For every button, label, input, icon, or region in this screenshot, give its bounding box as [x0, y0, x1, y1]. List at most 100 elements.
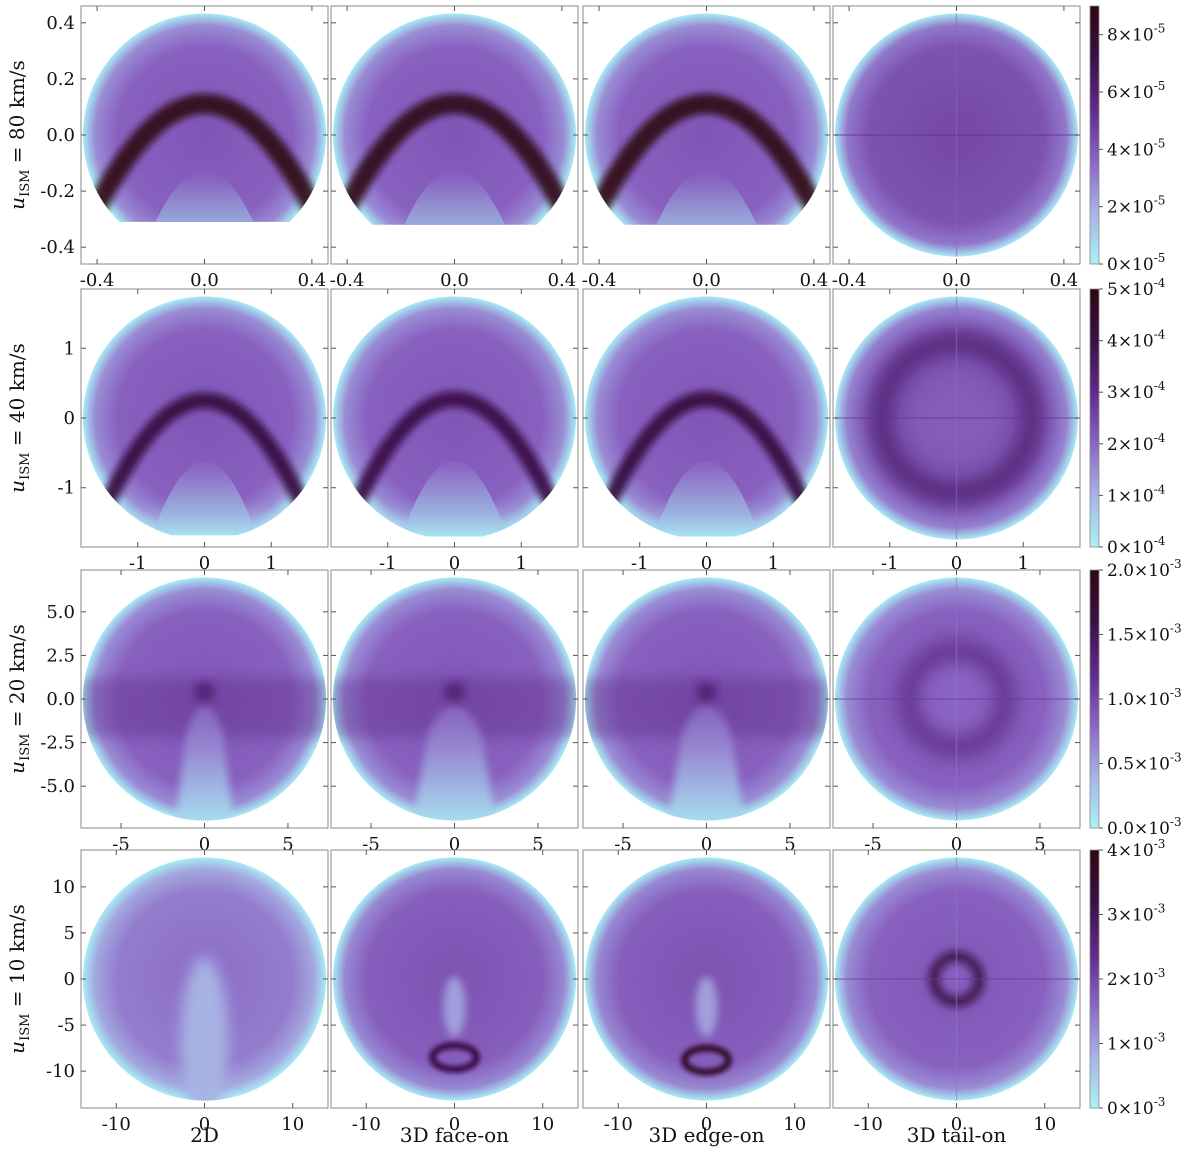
colorbar-tick-label: 3×10-3	[1107, 902, 1165, 926]
x-tick-label: 5	[784, 834, 795, 855]
panels-layer	[82, 13, 1079, 1101]
x-tick-label: -1	[631, 553, 649, 574]
panel-r3-c1	[82, 577, 327, 821]
x-tick-label: 0.0	[942, 270, 971, 291]
apex-glow	[444, 682, 465, 703]
tail-fade	[332, 217, 577, 225]
colorbar-gradient	[1089, 5, 1100, 265]
y-tick-label: -10	[46, 1061, 75, 1082]
axes-r4-c3: -10 0 10	[582, 849, 831, 1135]
colorbar-tick-label: 2×10-3	[1107, 966, 1165, 990]
wake-plume	[180, 956, 229, 1101]
labels-layer: uISM = 80 km/s uISM = 40 km/s uISM = 20 km…	[5, 60, 1006, 1147]
panel-r4-c3	[584, 857, 829, 1101]
x-tick-label: -5	[864, 834, 882, 855]
colorbar-tick-label: 8×10-5	[1107, 22, 1165, 46]
x-tick-label: 0	[449, 834, 460, 855]
x-tick-label: 0.4	[800, 270, 829, 291]
x-tick-label: -5	[614, 834, 632, 855]
colorbar-tick-label: 0×10-4	[1107, 534, 1166, 558]
colorbar-tick-label: 2×10-5	[1107, 194, 1165, 218]
colorbar-1: 0×10-5 2×10-5 4×10-5 6×10-5 8×10-5	[1089, 5, 1165, 275]
x-tick-label: -10	[352, 1114, 381, 1135]
colorbar-tick-label: 0.5×10-3	[1107, 751, 1182, 775]
y-tick-label: 0	[64, 969, 75, 990]
x-tick-label: -5	[112, 834, 130, 855]
y-tick-label: -5.0	[40, 776, 75, 797]
wake-cone	[411, 705, 498, 821]
row-label-1: uISM = 80 km/s	[5, 60, 33, 210]
x-tick-label: 0	[951, 1114, 962, 1135]
tail-fade	[584, 217, 829, 225]
row-label-4: uISM = 10 km/s	[5, 904, 33, 1054]
y-tick-label: -0.4	[40, 237, 75, 258]
colorbar-tick-label: 1×10-3	[1107, 1031, 1165, 1055]
y-tick-label: -5	[57, 1015, 75, 1036]
y-tick-label: 2.5	[46, 645, 75, 666]
colorbars-layer: 0×10-5 2×10-5 4×10-5 6×10-5 8×10-5 0×10-4 1×10…	[1089, 5, 1182, 1119]
colorbar-2: 0×10-4 1×10-4 2×10-4 3×10-4 4×10-4 5×10-4	[1089, 276, 1166, 558]
row-label-2: uISM = 40 km/s	[5, 343, 33, 493]
panel-r1-c3	[584, 13, 829, 225]
colorbar-tick-label: 4×10-3	[1107, 837, 1165, 861]
y-tick-label: 0	[64, 408, 75, 429]
x-tick-label: 0	[449, 1114, 460, 1135]
x-tick-label: 0	[701, 1114, 712, 1135]
x-tick-label: 10	[531, 1114, 554, 1135]
x-tick-label: -10	[604, 1114, 633, 1135]
y-tick-label: 10	[52, 877, 75, 898]
y-tick-label: 0.2	[46, 69, 75, 90]
x-tick-label: 0	[199, 1114, 210, 1135]
x-tick-label: 1	[266, 553, 277, 574]
panel-r1-c4	[834, 13, 1079, 257]
emission-disc	[82, 296, 327, 536]
tail-fade	[82, 217, 327, 222]
x-tick-label: -0.4	[80, 270, 115, 291]
panel-r1-c2	[332, 13, 577, 225]
y-tick-label: 1	[64, 338, 75, 359]
panel-r4-c1	[82, 857, 327, 1101]
wake-plume	[695, 976, 718, 1037]
axes-layer: -0.4 0.0 0.40.40.20.0-0.2-0.4-0.4 0.0 0.4 -0.…	[40, 5, 1081, 1135]
y-tick-label: -2.5	[40, 733, 75, 754]
axes-r2-c4: -1 0 1	[832, 288, 1081, 574]
x-tick-label: -1	[881, 553, 899, 574]
x-tick-label: 5	[282, 834, 293, 855]
x-tick-label: -10	[854, 1114, 883, 1135]
y-tick-label: 0.0	[46, 125, 75, 146]
axes-r2-c2: -1 0 1	[330, 288, 579, 574]
emission-disc	[584, 296, 829, 537]
x-tick-label: -1	[379, 553, 397, 574]
x-tick-label: 0.4	[1050, 270, 1079, 291]
axes-r1-c1: -0.4 0.0 0.4 0.4 0.2 0.0 -0.2 -0.4	[40, 5, 329, 291]
colorbar-tick-label: 1.5×10-3	[1107, 622, 1182, 646]
colorbar-tick-label: 0×10-3	[1107, 1095, 1165, 1119]
colorbar-tick-label: 2.0×10-3	[1107, 557, 1182, 581]
bow-shock-shell	[584, 93, 829, 225]
apex-glow	[696, 682, 717, 703]
x-tick-label: -0.4	[832, 270, 867, 291]
colorbar-gradient	[1089, 849, 1100, 1109]
x-tick-label: 0.0	[190, 270, 219, 291]
axes-r1-c2: -0.4 0.0 0.4	[330, 5, 579, 291]
x-tick-label: -0.4	[330, 270, 365, 291]
x-tick-label: 0.0	[440, 270, 469, 291]
x-tick-label: 0.4	[548, 270, 577, 291]
colorbar-tick-label: 1×10-4	[1107, 482, 1166, 506]
bow-shock-shell	[93, 392, 316, 525]
axes-r4-c4: -10 0 10	[832, 849, 1081, 1135]
panel-r3-c2	[332, 577, 577, 821]
y-tick-label: 0.4	[46, 13, 75, 34]
x-tick-label: 0	[701, 553, 712, 574]
wake-cone	[666, 705, 747, 821]
x-tick-label: 1	[768, 553, 779, 574]
bow-shock-shell	[332, 93, 577, 225]
colorbar-4: 0×10-3 1×10-3 2×10-3 3×10-3 4×10-3	[1089, 837, 1165, 1119]
colorbar-gradient	[1089, 288, 1100, 548]
x-tick-label: 0	[701, 834, 712, 855]
x-tick-label: 0	[199, 553, 210, 574]
panel-r4-c2	[332, 857, 577, 1101]
colorbar-tick-label: 1.0×10-3	[1107, 686, 1182, 710]
y-tick-label: 0.0	[46, 689, 75, 710]
